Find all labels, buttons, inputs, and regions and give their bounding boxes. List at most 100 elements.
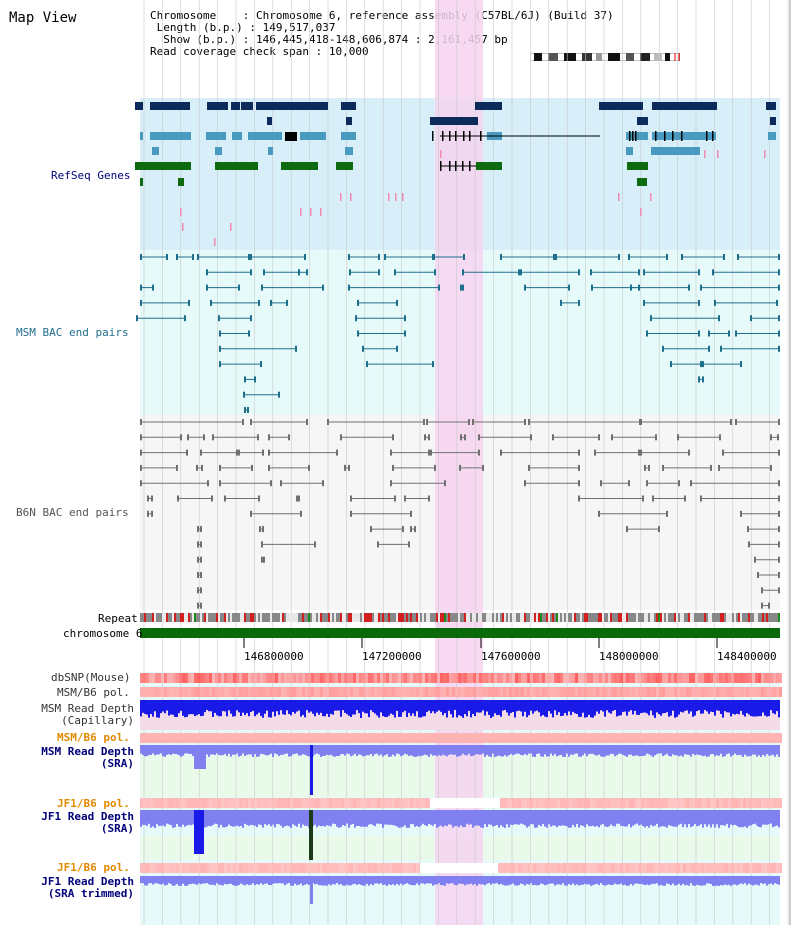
- polymorphism-heat: [284, 687, 287, 697]
- repeat-feature: [442, 613, 444, 622]
- chromosome-bar: [140, 628, 780, 638]
- polymorphism-heat: [320, 687, 323, 697]
- polymorphism-heat: [638, 798, 641, 808]
- read-depth-bar: [726, 745, 728, 755]
- read-depth-bar: [322, 810, 324, 826]
- read-depth-bar: [274, 810, 276, 828]
- track-label-jf1-depth-sra[interactable]: JF1 Read Depth (SRA): [36, 811, 134, 835]
- bac-end: [578, 464, 580, 471]
- variant-tick: [320, 208, 322, 216]
- read-depth-bar: [338, 810, 340, 828]
- polymorphism-heat: [230, 733, 233, 743]
- polymorphism-heat: [362, 863, 365, 873]
- repeat-feature: [326, 613, 328, 622]
- read-depth-bar: [486, 876, 488, 884]
- read-depth-bar: [292, 745, 294, 755]
- read-depth-bar: [376, 700, 378, 716]
- read-depth-bar: [774, 810, 776, 827]
- polymorphism-heat: [293, 673, 296, 683]
- read-depth-bar: [218, 745, 220, 755]
- read-depth-bar: [668, 810, 670, 826]
- read-depth-bar: [416, 810, 418, 826]
- polymorphism-heat: [638, 673, 641, 683]
- bac-end: [754, 556, 756, 563]
- read-depth-bar: [554, 876, 556, 886]
- read-depth-bar: [716, 810, 718, 825]
- read-depth-bar: [280, 745, 282, 755]
- track-label-chromosome[interactable]: chromosome 6: [63, 627, 143, 640]
- track-label-msm-b6-pol[interactable]: MSM/B6 pol.: [57, 686, 130, 699]
- read-depth-bar: [330, 876, 332, 886]
- read-depth-bar: [598, 810, 600, 828]
- read-depth-bar: [628, 745, 630, 755]
- read-depth-bar: [166, 700, 168, 711]
- read-depth-bar: [720, 810, 722, 826]
- polymorphism-heat: [512, 733, 515, 743]
- track-label-msm-bac[interactable]: MSM BAC end pairs: [16, 326, 129, 339]
- read-depth-bar: [580, 700, 582, 717]
- repeat-feature: [562, 613, 564, 622]
- polymorphism-heat: [404, 863, 407, 873]
- read-depth-bar: [682, 745, 684, 757]
- bac-end: [618, 254, 620, 260]
- read-depth-bar: [452, 876, 454, 884]
- bac-end: [761, 602, 763, 609]
- read-depth-bar: [416, 700, 418, 712]
- repeat-feature: [360, 613, 362, 622]
- polymorphism-heat: [551, 798, 554, 808]
- polymorphism-heat: [596, 687, 599, 697]
- repeat-feature: [444, 613, 446, 622]
- track-label-jf1-b6-pol[interactable]: JF1/B6 pol.: [57, 797, 130, 810]
- track-label-jf1-depth-trim[interactable]: JF1 Read Depth (SRA trimmed): [36, 876, 134, 900]
- polymorphism-heat: [158, 798, 161, 808]
- polymorphism-heat: [479, 687, 482, 697]
- polymorphism-heat: [731, 673, 734, 683]
- polymorphism-heat: [614, 798, 617, 808]
- track-label-dbsnp[interactable]: dbSNP(Mouse): [51, 671, 131, 684]
- track-label-repeat[interactable]: Repeat: [98, 612, 138, 625]
- read-depth-bar: [162, 745, 164, 757]
- repeat-feature: [710, 613, 712, 622]
- chromosome-ideogram[interactable]: [530, 53, 680, 61]
- bac-end: [735, 419, 737, 425]
- read-depth-bar: [766, 745, 768, 755]
- bac-end: [460, 434, 462, 441]
- read-depth-bar: [396, 810, 398, 827]
- polymorphism-heat: [269, 863, 272, 873]
- repeat-feature: [734, 613, 736, 622]
- read-depth-bar: [662, 876, 664, 886]
- polymorphism-heat: [311, 687, 314, 697]
- track-label-msm-depth-cap[interactable]: MSM Read Depth (Capillary): [36, 703, 134, 727]
- read-depth-bar: [624, 700, 626, 712]
- polymorphism-heat: [206, 673, 209, 683]
- polymorphism-heat: [296, 863, 299, 873]
- bac-end: [433, 254, 435, 260]
- repeat-feature: [552, 613, 554, 622]
- track-label-jf1-b6-pol-2[interactable]: JF1/B6 pol.: [57, 861, 130, 874]
- read-depth-bar: [562, 745, 564, 757]
- variant-tick: [640, 208, 642, 216]
- track-label-refseq[interactable]: RefSeq Genes: [51, 169, 131, 182]
- track-label-msm-depth-sra[interactable]: MSM Read Depth (SRA): [36, 746, 134, 770]
- read-depth-bar: [396, 700, 398, 711]
- read-depth-bar: [162, 876, 164, 884]
- polymorphism-heat: [761, 687, 764, 697]
- read-depth-bar: [752, 700, 754, 717]
- read-depth-bar: [252, 810, 254, 826]
- polymorphism-heat: [365, 863, 368, 873]
- track-label-b6n-bac[interactable]: B6N BAC end pairs: [16, 506, 129, 519]
- read-depth-bar: [724, 700, 726, 712]
- read-depth-bar: [630, 810, 632, 828]
- read-depth-bar: [452, 745, 454, 755]
- repeat-feature: [622, 613, 624, 622]
- polymorphism-heat: [572, 798, 575, 808]
- read-depth-bar: [732, 876, 734, 885]
- polymorphism-heat: [494, 733, 497, 743]
- exon-tick: [469, 131, 471, 141]
- polymorphism-heat: [584, 673, 587, 683]
- polymorphism-heat: [746, 673, 749, 683]
- repeat-feature: [738, 613, 740, 622]
- polymorphism-heat: [578, 673, 581, 683]
- track-label-msm-b6-pol-2[interactable]: MSM/B6 pol.: [57, 731, 130, 744]
